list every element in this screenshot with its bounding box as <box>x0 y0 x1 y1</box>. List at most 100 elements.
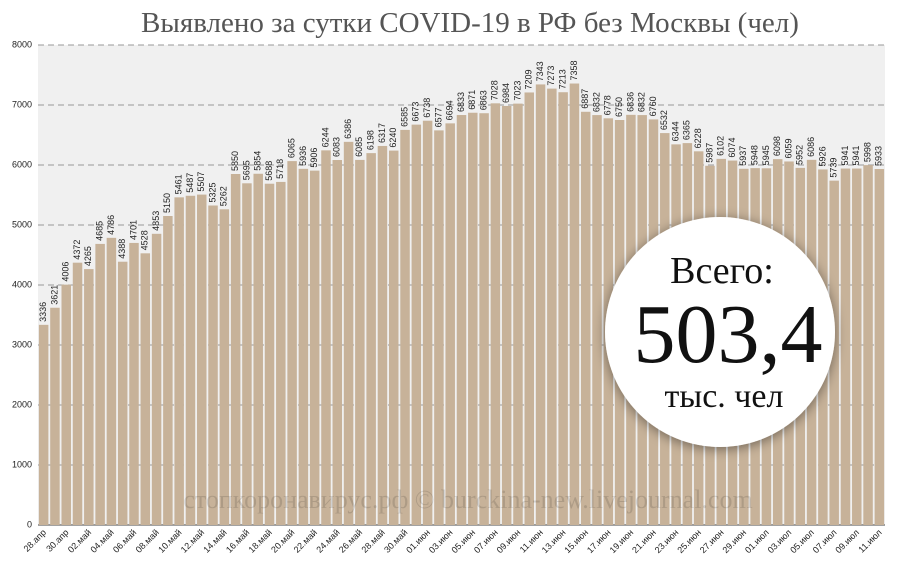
x-tick-label: 07.июн <box>472 527 500 555</box>
data-label: 6694 <box>445 100 455 120</box>
data-label: 5941 <box>840 146 850 166</box>
data-label: 7028 <box>490 80 500 100</box>
bar <box>343 141 354 525</box>
data-label: 4685 <box>94 221 104 241</box>
data-label: 5739 <box>829 158 839 178</box>
data-label: 6344 <box>670 121 680 141</box>
y-tick-label: 4000 <box>12 279 32 289</box>
bar <box>332 160 343 525</box>
bar <box>501 105 512 526</box>
x-tick-label: 24.май <box>314 527 341 554</box>
y-tick-label: 3000 <box>12 339 32 349</box>
bar <box>874 169 885 525</box>
y-tick-label: 2000 <box>12 399 32 409</box>
data-label: 7023 <box>512 81 522 101</box>
x-tick-label: 25.июн <box>675 527 703 555</box>
bar <box>456 115 467 526</box>
x-tick-label: 20.май <box>269 527 296 554</box>
data-label: 5854 <box>253 151 263 171</box>
data-label: 5688 <box>264 161 274 181</box>
data-label: 4853 <box>151 211 161 231</box>
data-label: 6738 <box>422 98 432 118</box>
bar <box>840 168 851 526</box>
bar <box>140 253 151 525</box>
bar <box>535 84 546 526</box>
x-tick-label: 30.май <box>382 527 409 554</box>
bar <box>524 92 535 526</box>
bar <box>197 194 207 525</box>
data-label: 5945 <box>761 145 771 165</box>
data-label: 4006 <box>61 262 71 282</box>
data-label: 4528 <box>140 230 150 250</box>
x-tick-label: 05.июл <box>788 527 816 555</box>
bar <box>253 173 263 525</box>
data-label: 3336 <box>38 302 48 322</box>
x-tick-label: 11.июл <box>856 527 883 554</box>
data-label: 6863 <box>478 90 488 110</box>
data-label: 6240 <box>388 128 398 148</box>
bar <box>580 111 591 525</box>
data-label: 6836 <box>625 92 635 112</box>
bar <box>852 168 862 526</box>
data-label: 5507 <box>196 172 206 192</box>
bar <box>400 129 410 525</box>
data-label: 5850 <box>230 151 240 171</box>
x-tick-label: 05.июн <box>449 527 477 555</box>
bar <box>468 112 478 526</box>
bar <box>321 150 331 526</box>
data-label: 7273 <box>546 66 556 86</box>
x-tick-label: 27.июн <box>698 527 726 555</box>
data-label: 6065 <box>286 138 296 158</box>
data-label: 5461 <box>174 174 184 194</box>
data-label: 6059 <box>783 138 793 158</box>
x-tick-label: 29.июн <box>720 527 748 555</box>
bar <box>490 103 501 525</box>
data-label: 6585 <box>399 107 409 127</box>
x-tick-label: 17.июн <box>585 527 613 555</box>
data-label: 6532 <box>659 110 669 130</box>
bar <box>174 197 184 525</box>
bar <box>264 183 275 525</box>
bar <box>411 124 422 526</box>
bar <box>445 123 455 526</box>
data-label: 6832 <box>637 92 647 112</box>
data-label: 5952 <box>795 145 805 165</box>
data-label: 4701 <box>128 220 138 240</box>
data-label: 5933 <box>874 146 884 166</box>
x-tick-label: 28.апр <box>22 527 48 553</box>
bar <box>547 88 557 526</box>
total-unit: тыс. чел <box>665 378 784 415</box>
bar <box>38 324 49 525</box>
bar <box>422 120 433 525</box>
y-tick-label: 1000 <box>12 459 32 469</box>
data-label: 6871 <box>467 90 477 110</box>
data-label: 7358 <box>569 60 579 80</box>
bar <box>95 243 105 525</box>
x-tick-label: 15.июн <box>562 527 590 555</box>
bar <box>151 233 162 525</box>
data-label: 6228 <box>693 128 703 148</box>
x-tick-label: 08.май <box>134 527 161 554</box>
data-label: 5150 <box>162 193 172 213</box>
x-tick-label: 09.июл <box>833 527 861 555</box>
bar <box>208 205 218 525</box>
y-tick-label: 0 <box>27 519 32 529</box>
data-label: 5325 <box>207 182 217 202</box>
data-label: 6778 <box>603 95 613 115</box>
data-label: 7343 <box>535 61 545 81</box>
data-label: 5262 <box>219 186 229 206</box>
chart-title: Выявлено за сутки COVID-19 в РФ без Моск… <box>141 7 799 39</box>
bar <box>50 307 60 525</box>
data-label: 6244 <box>320 127 330 147</box>
x-tick-label: 07.июл <box>811 527 839 555</box>
data-label: 6673 <box>411 102 421 122</box>
data-label: 7209 <box>524 69 534 89</box>
bar <box>863 165 873 525</box>
bar <box>592 115 602 525</box>
bar <box>513 103 523 526</box>
data-label: 6833 <box>456 92 466 112</box>
total-badge <box>605 217 835 447</box>
bar <box>569 83 580 526</box>
x-tick-label: 03.июл <box>766 527 794 555</box>
data-label: 5926 <box>817 146 827 166</box>
